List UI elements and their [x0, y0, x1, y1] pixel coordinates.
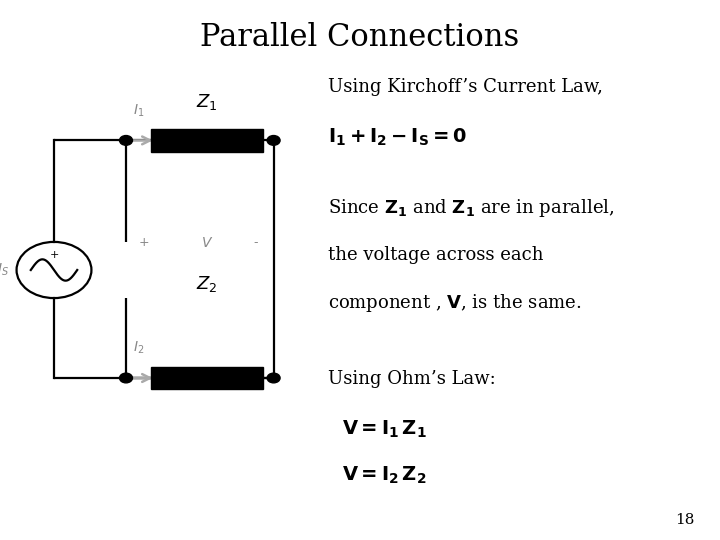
- Text: $Z_2$: $Z_2$: [197, 274, 217, 294]
- Text: $I_S$: $I_S$: [0, 262, 9, 278]
- Text: 18: 18: [675, 512, 695, 526]
- Circle shape: [267, 136, 280, 145]
- Text: component , $\mathbf{V}$, is the same.: component , $\mathbf{V}$, is the same.: [328, 292, 581, 314]
- Circle shape: [120, 136, 132, 145]
- Text: -: -: [253, 237, 258, 249]
- Text: +: +: [139, 237, 149, 249]
- Text: $\mathbf{V = I_1\,Z_1}$: $\mathbf{V = I_1\,Z_1}$: [342, 418, 427, 440]
- Text: Using Kirchoff’s Current Law,: Using Kirchoff’s Current Law,: [328, 78, 603, 96]
- Text: $\mathbf{I_1 + I_2 - I_S = 0}$: $\mathbf{I_1 + I_2 - I_S = 0}$: [328, 127, 467, 148]
- Text: $\mathbf{V = I_2\,Z_2}$: $\mathbf{V = I_2\,Z_2}$: [342, 464, 426, 485]
- Circle shape: [267, 373, 280, 383]
- Text: $I_1$: $I_1$: [133, 103, 145, 119]
- Bar: [151, 367, 263, 389]
- Text: +: +: [49, 251, 59, 260]
- Bar: [151, 129, 263, 152]
- Text: $I_2$: $I_2$: [133, 340, 145, 356]
- Text: the voltage across each: the voltage across each: [328, 246, 543, 264]
- Text: Using Ohm’s Law:: Using Ohm’s Law:: [328, 370, 495, 388]
- Text: $Z_1$: $Z_1$: [197, 92, 217, 112]
- Text: Parallel Connections: Parallel Connections: [200, 22, 520, 52]
- Text: Since $\mathbf{Z_1}$ and $\mathbf{Z_1}$ are in parallel,: Since $\mathbf{Z_1}$ and $\mathbf{Z_1}$ …: [328, 197, 614, 219]
- Text: $V$: $V$: [201, 236, 213, 250]
- Circle shape: [120, 373, 132, 383]
